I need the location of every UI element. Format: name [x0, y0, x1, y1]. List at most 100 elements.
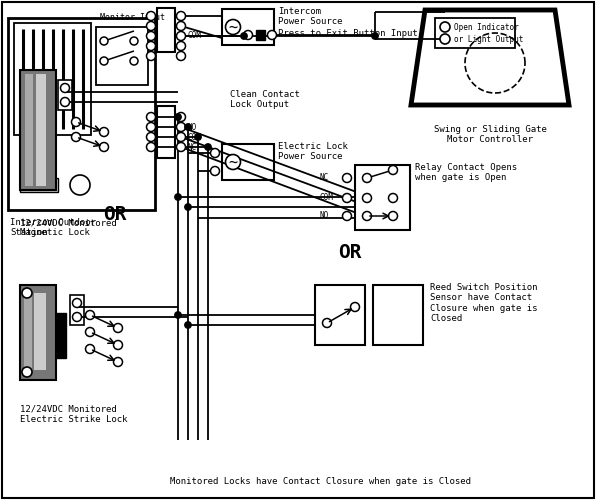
Circle shape — [350, 302, 359, 312]
Circle shape — [322, 318, 331, 328]
Circle shape — [22, 288, 32, 298]
Bar — [373, 285, 423, 345]
Circle shape — [389, 212, 398, 220]
Text: NO: NO — [320, 212, 329, 220]
Circle shape — [100, 128, 108, 136]
Circle shape — [72, 132, 80, 141]
Circle shape — [343, 194, 352, 202]
Text: ~: ~ — [228, 20, 238, 34]
Bar — [58, 80, 72, 110]
Circle shape — [362, 212, 371, 220]
Bar — [157, 106, 175, 158]
Circle shape — [113, 324, 123, 332]
Circle shape — [72, 118, 80, 126]
Circle shape — [73, 298, 82, 308]
Circle shape — [175, 312, 181, 318]
Bar — [315, 285, 365, 345]
Text: OR: OR — [339, 242, 362, 262]
Circle shape — [113, 358, 123, 366]
Bar — [222, 144, 274, 180]
Circle shape — [176, 22, 185, 30]
Circle shape — [147, 12, 156, 20]
Bar — [34, 293, 46, 370]
Circle shape — [100, 37, 108, 45]
Circle shape — [176, 42, 185, 50]
Text: 12/24VDC Monitored
Magnetic Lock: 12/24VDC Monitored Magnetic Lock — [20, 218, 117, 238]
Text: Electric Lock
Power Source: Electric Lock Power Source — [278, 142, 348, 162]
Circle shape — [147, 32, 156, 40]
Circle shape — [100, 142, 108, 152]
Text: Open Indicator: Open Indicator — [454, 22, 519, 32]
Text: COM: COM — [187, 132, 201, 141]
Circle shape — [85, 310, 95, 320]
Circle shape — [61, 84, 70, 92]
Circle shape — [195, 134, 201, 140]
Text: Press to Exit Button Input: Press to Exit Button Input — [278, 28, 418, 38]
Circle shape — [244, 30, 253, 40]
Circle shape — [147, 142, 156, 152]
Circle shape — [147, 122, 156, 132]
Circle shape — [73, 312, 82, 322]
Bar — [256, 30, 265, 40]
Bar — [157, 8, 175, 52]
Circle shape — [147, 132, 156, 141]
Bar — [8, 18, 155, 210]
Circle shape — [85, 328, 95, 336]
Text: NC: NC — [187, 142, 196, 152]
Text: Intercom Outdoor
Station: Intercom Outdoor Station — [10, 218, 96, 238]
Bar — [24, 293, 32, 370]
Circle shape — [210, 148, 219, 158]
Circle shape — [185, 124, 191, 130]
Text: Monitor Input: Monitor Input — [100, 13, 165, 22]
Text: OR: OR — [103, 206, 127, 225]
Circle shape — [176, 112, 185, 122]
Bar — [435, 18, 515, 48]
Bar — [36, 74, 46, 186]
Text: Monitored Locks have Contact Closure when gate is Closed: Monitored Locks have Contact Closure whe… — [170, 477, 471, 486]
Text: Clean Contact
Lock Output: Clean Contact Lock Output — [230, 90, 300, 110]
Bar — [70, 295, 84, 325]
Circle shape — [362, 174, 371, 182]
Bar — [222, 9, 274, 45]
Circle shape — [362, 194, 371, 202]
Bar — [14, 23, 91, 135]
Circle shape — [176, 32, 185, 40]
Text: COM: COM — [320, 194, 334, 202]
Bar — [20, 178, 58, 192]
Text: Reed Switch Position
Sensor have Contact
Closure when gate is
Closed: Reed Switch Position Sensor have Contact… — [430, 283, 538, 323]
Circle shape — [61, 98, 70, 106]
Circle shape — [389, 194, 398, 202]
Text: COM: COM — [187, 32, 201, 40]
Circle shape — [130, 57, 138, 65]
Bar — [20, 285, 56, 380]
Text: Relay Contact Opens
when gate is Open: Relay Contact Opens when gate is Open — [415, 163, 517, 182]
Circle shape — [372, 33, 378, 39]
Bar — [355, 165, 410, 230]
Circle shape — [85, 344, 95, 354]
Text: 12/24VDC Monitored
Electric Strike Lock: 12/24VDC Monitored Electric Strike Lock — [20, 405, 128, 424]
Circle shape — [185, 204, 191, 210]
Circle shape — [176, 12, 185, 20]
Circle shape — [440, 34, 450, 44]
Circle shape — [147, 22, 156, 30]
Circle shape — [147, 52, 156, 60]
Circle shape — [185, 322, 191, 328]
Bar — [20, 70, 56, 190]
Text: ~: ~ — [228, 154, 238, 170]
Circle shape — [22, 367, 32, 377]
Circle shape — [440, 22, 450, 32]
Bar — [56, 313, 66, 358]
Circle shape — [268, 30, 277, 40]
Text: NO: NO — [187, 122, 196, 132]
Circle shape — [389, 166, 398, 174]
Text: Swing or Sliding Gate
Motor Controller: Swing or Sliding Gate Motor Controller — [433, 125, 547, 144]
Circle shape — [175, 114, 181, 120]
Circle shape — [176, 142, 185, 152]
Circle shape — [205, 144, 211, 150]
Text: NC: NC — [320, 174, 329, 182]
Circle shape — [343, 174, 352, 182]
Circle shape — [225, 154, 241, 170]
Circle shape — [147, 42, 156, 50]
Text: Intercom
Power Source: Intercom Power Source — [278, 7, 343, 26]
Circle shape — [175, 194, 181, 200]
